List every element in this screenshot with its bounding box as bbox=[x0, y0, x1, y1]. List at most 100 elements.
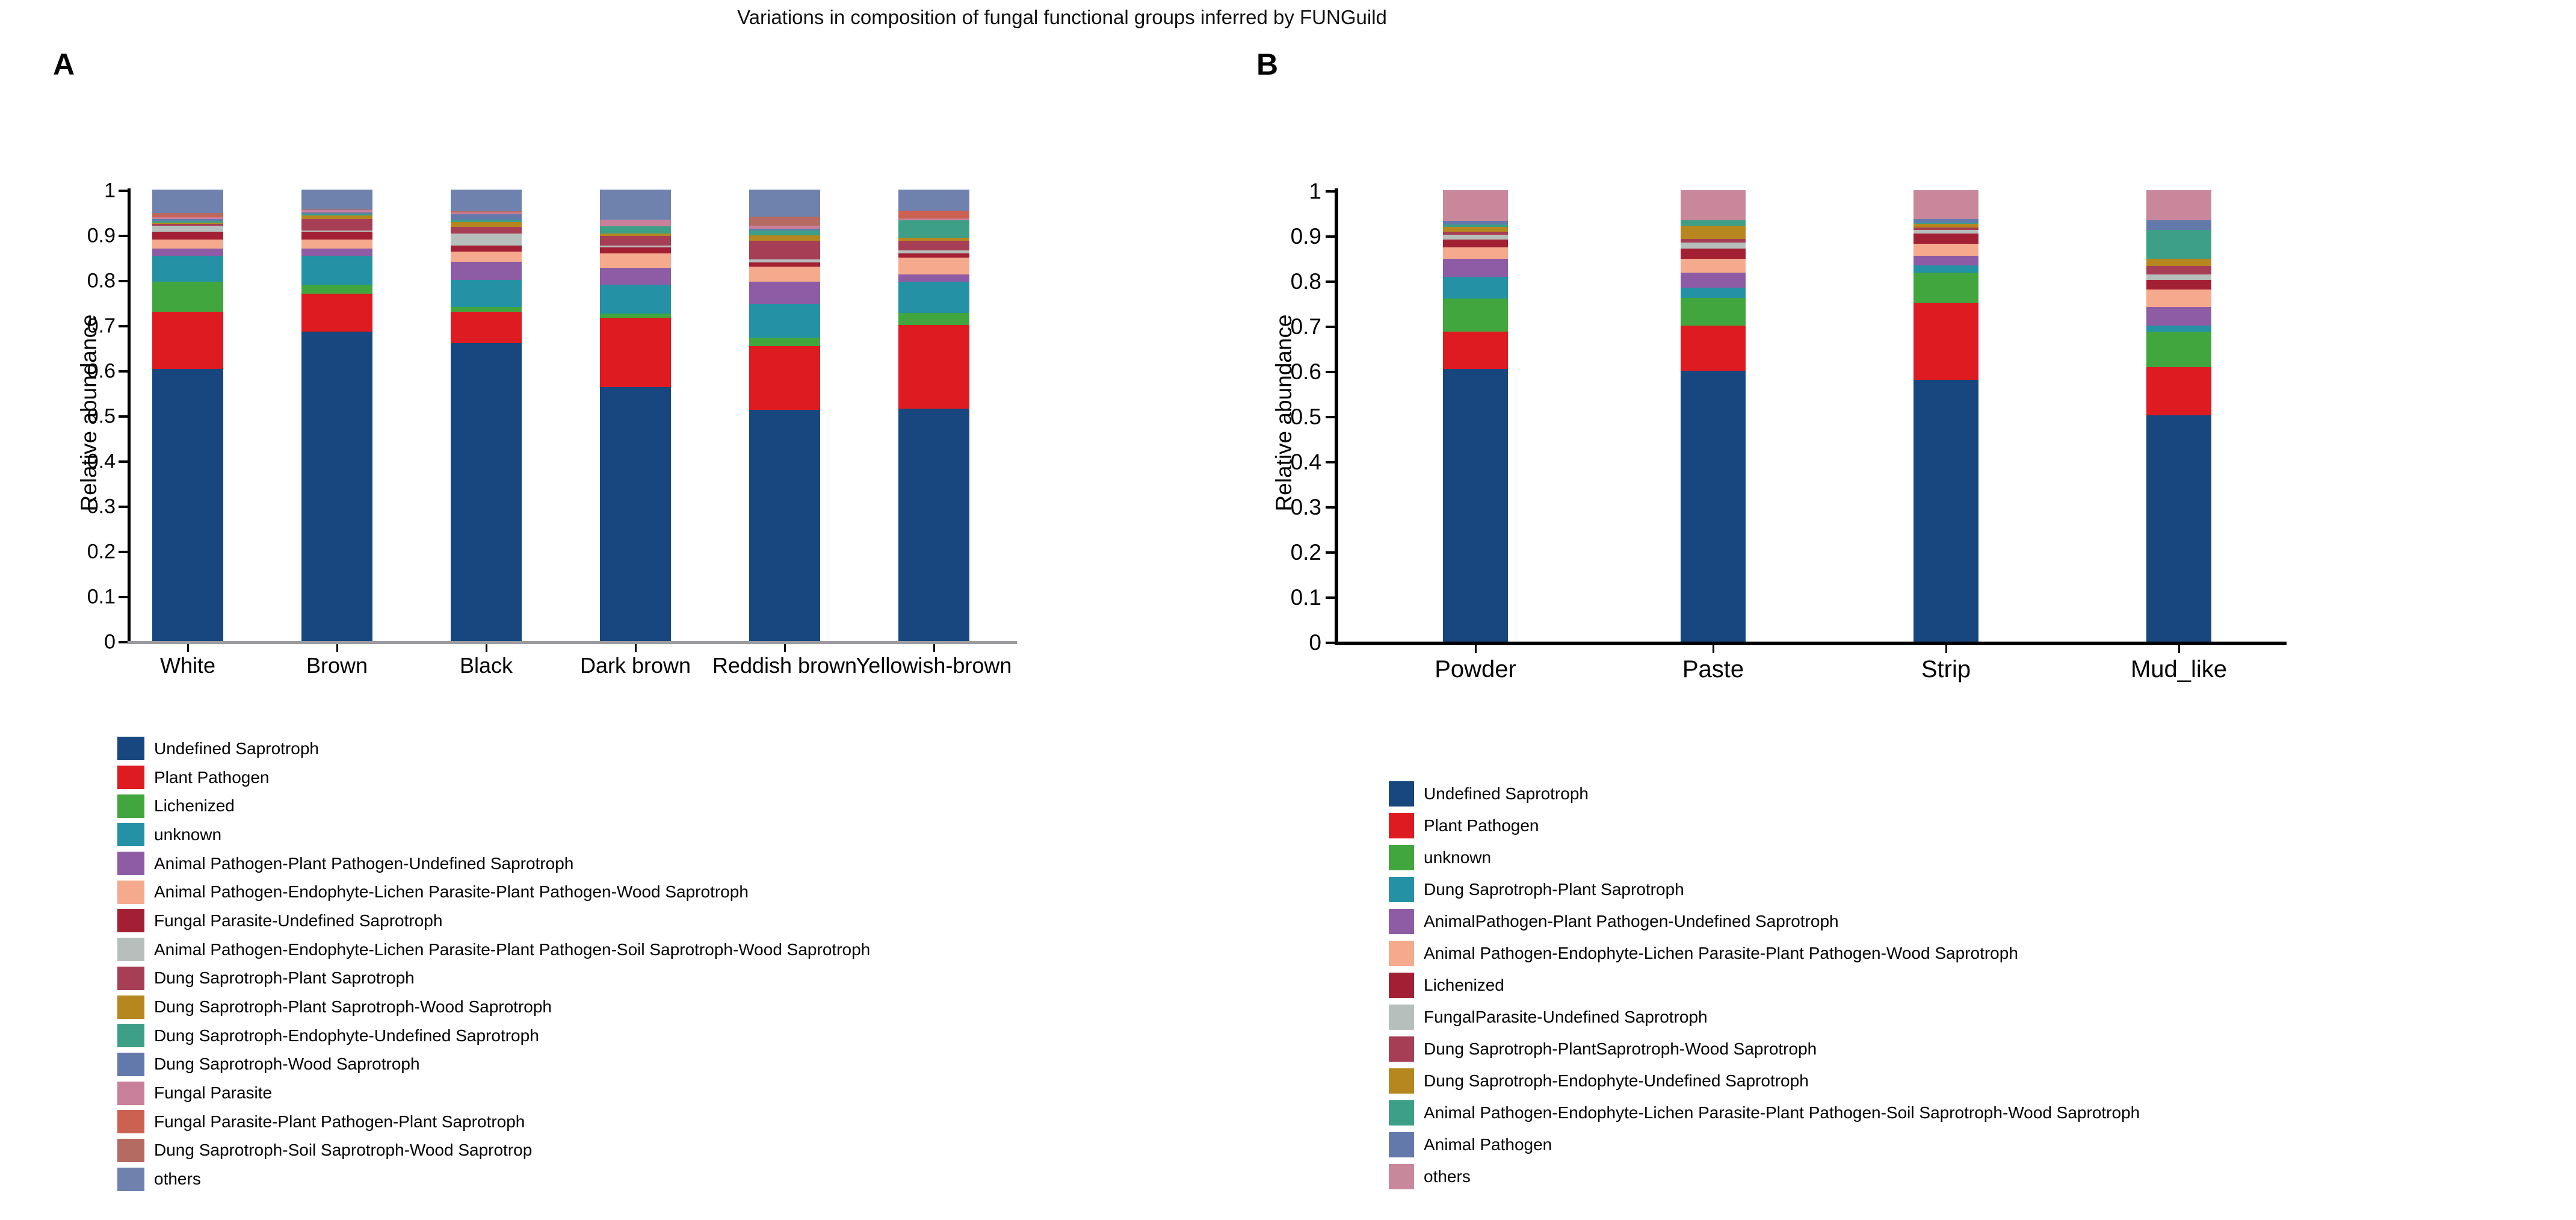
bar-segment bbox=[1681, 225, 1746, 240]
bar-segment bbox=[2146, 190, 2211, 220]
bar-segment bbox=[2146, 259, 2211, 267]
legend-label: Fungal Parasite-Plant Pathogen-Plant Sap… bbox=[154, 1112, 525, 1131]
y-axis-line bbox=[1335, 188, 1338, 645]
bar-segment bbox=[1913, 218, 1978, 223]
bar-segment bbox=[301, 231, 372, 240]
legend-label: Lichenized bbox=[154, 796, 235, 816]
y-axis-tick bbox=[119, 641, 128, 643]
bar-segment bbox=[749, 338, 820, 347]
bars-area bbox=[0, 188, 2576, 641]
bar-segment bbox=[898, 408, 969, 641]
legend-row: Plant Pathogen bbox=[1389, 810, 2140, 841]
y-axis-tick bbox=[119, 325, 128, 327]
legend-row: Fungal Parasite-Undefined Saprotroph bbox=[117, 906, 870, 935]
y-axis-tick bbox=[119, 460, 128, 463]
panel-a-legend: Undefined Saprotroph Plant Pathogen Lichen… bbox=[117, 734, 870, 1194]
bar-segment bbox=[1681, 273, 1746, 288]
legend-label: Lichenized bbox=[1424, 975, 1504, 994]
legend-label: Dung Saprotroph-Plant Saprotroph bbox=[154, 968, 415, 988]
legend-row: Animal Pathogen-Endophyte-Lichen Parasit… bbox=[117, 878, 870, 906]
bar-white bbox=[152, 189, 223, 641]
legend-color-swatch bbox=[117, 852, 144, 876]
bar-segment bbox=[152, 312, 223, 369]
legend-color-swatch bbox=[1389, 781, 1414, 807]
panel-a-letter: A bbox=[53, 48, 75, 81]
legend-color-swatch bbox=[1389, 1004, 1414, 1030]
panel-b-legend: Undefined Saprotroph Plant Pathogen unknow… bbox=[1389, 778, 2140, 1192]
legend-label: Animal Pathogen-Endophyte-Lichen Parasit… bbox=[1424, 1103, 2140, 1122]
bar-segment bbox=[600, 318, 671, 387]
bar-segment bbox=[600, 253, 671, 268]
bar-segment bbox=[1443, 239, 1508, 248]
bar-segment bbox=[1681, 326, 1746, 371]
bar-segment bbox=[301, 294, 372, 332]
y-axis-tick-label: 0.5 bbox=[1290, 404, 1321, 429]
bar-segment bbox=[1913, 380, 1978, 642]
bars-area bbox=[0, 188, 2576, 642]
bar-segment bbox=[2146, 289, 2211, 308]
legend-label: Dung Saprotroph-Soil Saprotroph-Wood Sap… bbox=[154, 1141, 533, 1160]
legend-row: Dung Saprotroph-Wood Saprotroph bbox=[117, 1050, 870, 1079]
bar-black bbox=[451, 189, 522, 641]
bar-segment bbox=[152, 189, 223, 214]
y-axis-tick-label: 0 bbox=[1309, 630, 1321, 655]
bar-reddish-brown bbox=[749, 189, 820, 641]
legend-label: AnimalPathogen-Plant Pathogen-Undefined … bbox=[1424, 911, 1839, 930]
y-axis-tick bbox=[1326, 416, 1335, 418]
bar-segment bbox=[152, 217, 223, 220]
y-axis-tick bbox=[1326, 326, 1335, 328]
legend-color-swatch bbox=[1389, 813, 1414, 838]
x-axis-tick bbox=[2178, 645, 2180, 653]
panel-b-letter: B bbox=[1256, 48, 1279, 81]
y-axis-tick-label: 0.6 bbox=[87, 359, 116, 383]
bar-segment bbox=[1443, 276, 1508, 299]
legend-label: Plant Pathogen bbox=[154, 767, 270, 787]
bar-segment bbox=[451, 227, 522, 234]
x-axis-category-label: Black bbox=[459, 653, 513, 678]
bar-segment bbox=[451, 211, 522, 212]
bar-segment bbox=[898, 274, 969, 282]
bar-segment bbox=[451, 212, 522, 214]
bar-segment bbox=[600, 246, 671, 248]
bar-segment bbox=[749, 303, 820, 338]
x-axis-tick bbox=[784, 644, 786, 652]
bar-segment bbox=[600, 220, 671, 226]
bar-segment bbox=[1913, 228, 1978, 230]
bar-segment bbox=[1913, 255, 1978, 266]
legend-color-swatch bbox=[1389, 940, 1414, 966]
bar-segment bbox=[301, 215, 372, 219]
legend-color-swatch bbox=[117, 1110, 144, 1134]
y-axis-tick bbox=[1326, 280, 1335, 283]
y-axis-tick bbox=[1326, 371, 1335, 373]
bar-segment bbox=[1443, 369, 1508, 642]
legend-label: unknown bbox=[1424, 847, 1492, 867]
bar-segment bbox=[1913, 302, 1978, 380]
legend-row: Lichenized bbox=[117, 791, 870, 820]
y-axis-tick-label: 0.3 bbox=[87, 495, 116, 518]
y-axis-tick bbox=[119, 235, 128, 237]
bar-segment bbox=[451, 279, 522, 307]
bar-segment bbox=[451, 233, 522, 246]
bar-strip bbox=[1913, 190, 1978, 642]
bar-segment bbox=[301, 209, 372, 210]
bar-segment bbox=[1681, 242, 1746, 249]
bar-segment bbox=[1913, 229, 1978, 234]
bar-segment bbox=[2146, 230, 2211, 259]
bar-segment bbox=[898, 189, 969, 211]
bar-segment bbox=[749, 259, 820, 262]
bar-powder bbox=[1443, 190, 1508, 642]
legend-row: Animal Pathogen-Plant Pathogen-Undefined… bbox=[117, 849, 870, 878]
legend-color-swatch bbox=[1389, 876, 1414, 902]
legend-color-swatch bbox=[1389, 1068, 1414, 1094]
bar-segment bbox=[1913, 224, 1978, 228]
legend-label: Dung Saprotroph-Endophyte-Undefined Sapr… bbox=[1424, 1071, 1809, 1090]
legend-row: Animal Pathogen bbox=[1389, 1129, 2140, 1160]
legend-color-swatch bbox=[1389, 1100, 1414, 1126]
bar-segment bbox=[301, 210, 372, 213]
bar-segment bbox=[1681, 298, 1746, 326]
bar-brown bbox=[301, 189, 372, 641]
bar-segment bbox=[600, 189, 671, 220]
bar-segment bbox=[600, 314, 671, 318]
legend-label: Fungal Parasite bbox=[154, 1083, 273, 1103]
bar-segment bbox=[152, 222, 223, 224]
